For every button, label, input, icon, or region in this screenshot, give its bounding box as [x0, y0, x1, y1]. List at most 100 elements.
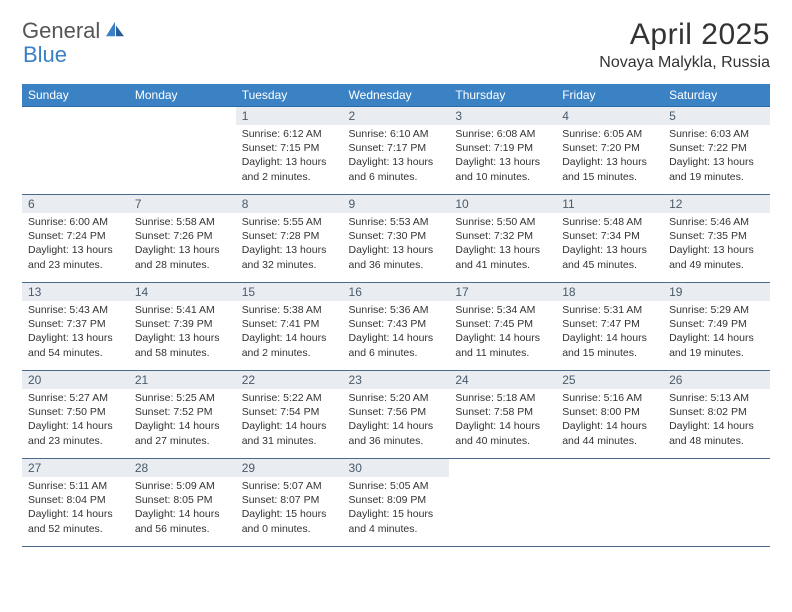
sunrise-text: Sunrise: 6:03 AM: [669, 127, 764, 141]
day-details: Sunrise: 5:13 AMSunset: 8:02 PMDaylight:…: [663, 389, 770, 452]
sunrise-text: Sunrise: 5:07 AM: [242, 479, 337, 493]
sunrise-text: Sunrise: 5:16 AM: [562, 391, 657, 405]
calendar-cell: 20Sunrise: 5:27 AMSunset: 7:50 PMDayligh…: [22, 371, 129, 459]
calendar-cell: 9Sunrise: 5:53 AMSunset: 7:30 PMDaylight…: [343, 195, 450, 283]
day-details: Sunrise: 5:48 AMSunset: 7:34 PMDaylight:…: [556, 213, 663, 276]
day-number: 19: [663, 283, 770, 301]
sunset-text: Sunset: 7:50 PM: [28, 405, 123, 419]
sunrise-text: Sunrise: 5:50 AM: [455, 215, 550, 229]
daylight-text: Daylight: 13 hours and 54 minutes.: [28, 331, 123, 359]
calendar-page: General April 2025 Novaya Malykla, Russi…: [0, 0, 792, 565]
sunrise-text: Sunrise: 5:09 AM: [135, 479, 230, 493]
sunrise-text: Sunrise: 5:05 AM: [349, 479, 444, 493]
sunrise-text: Sunrise: 5:31 AM: [562, 303, 657, 317]
sunset-text: Sunset: 8:02 PM: [669, 405, 764, 419]
day-number: 1: [236, 107, 343, 125]
day-details: Sunrise: 5:50 AMSunset: 7:32 PMDaylight:…: [449, 213, 556, 276]
day-details: Sunrise: 5:55 AMSunset: 7:28 PMDaylight:…: [236, 213, 343, 276]
sunrise-text: Sunrise: 5:46 AM: [669, 215, 764, 229]
day-number: 11: [556, 195, 663, 213]
calendar-cell: 14Sunrise: 5:41 AMSunset: 7:39 PMDayligh…: [129, 283, 236, 371]
sunrise-text: Sunrise: 5:25 AM: [135, 391, 230, 405]
calendar-cell: [663, 459, 770, 547]
daylight-text: Daylight: 13 hours and 2 minutes.: [242, 155, 337, 183]
calendar-cell: 30Sunrise: 5:05 AMSunset: 8:09 PMDayligh…: [343, 459, 450, 547]
calendar-cell: 16Sunrise: 5:36 AMSunset: 7:43 PMDayligh…: [343, 283, 450, 371]
weekday-header: Tuesday: [236, 84, 343, 107]
day-number: 16: [343, 283, 450, 301]
sunrise-text: Sunrise: 6:12 AM: [242, 127, 337, 141]
day-details: Sunrise: 5:43 AMSunset: 7:37 PMDaylight:…: [22, 301, 129, 364]
day-number: 22: [236, 371, 343, 389]
logo-blue-wrap: Blue: [22, 42, 67, 68]
day-number: 3: [449, 107, 556, 125]
calendar-week-row: 13Sunrise: 5:43 AMSunset: 7:37 PMDayligh…: [22, 283, 770, 371]
daylight-text: Daylight: 13 hours and 45 minutes.: [562, 243, 657, 271]
daylight-text: Daylight: 13 hours and 10 minutes.: [455, 155, 550, 183]
day-number: 25: [556, 371, 663, 389]
daylight-text: Daylight: 13 hours and 6 minutes.: [349, 155, 444, 183]
daylight-text: Daylight: 15 hours and 0 minutes.: [242, 507, 337, 535]
day-details: Sunrise: 5:07 AMSunset: 8:07 PMDaylight:…: [236, 477, 343, 540]
calendar-cell: 26Sunrise: 5:13 AMSunset: 8:02 PMDayligh…: [663, 371, 770, 459]
day-details: Sunrise: 5:29 AMSunset: 7:49 PMDaylight:…: [663, 301, 770, 364]
sunset-text: Sunset: 7:47 PM: [562, 317, 657, 331]
sunrise-text: Sunrise: 5:58 AM: [135, 215, 230, 229]
calendar-cell: 2Sunrise: 6:10 AMSunset: 7:17 PMDaylight…: [343, 107, 450, 195]
day-details: Sunrise: 5:22 AMSunset: 7:54 PMDaylight:…: [236, 389, 343, 452]
sunset-text: Sunset: 7:52 PM: [135, 405, 230, 419]
day-number: 10: [449, 195, 556, 213]
sunset-text: Sunset: 8:00 PM: [562, 405, 657, 419]
day-number: 23: [343, 371, 450, 389]
sunrise-text: Sunrise: 5:22 AM: [242, 391, 337, 405]
sunset-text: Sunset: 7:39 PM: [135, 317, 230, 331]
day-details: Sunrise: 5:16 AMSunset: 8:00 PMDaylight:…: [556, 389, 663, 452]
day-details: Sunrise: 6:08 AMSunset: 7:19 PMDaylight:…: [449, 125, 556, 188]
day-details: Sunrise: 5:31 AMSunset: 7:47 PMDaylight:…: [556, 301, 663, 364]
calendar-cell: 13Sunrise: 5:43 AMSunset: 7:37 PMDayligh…: [22, 283, 129, 371]
sunset-text: Sunset: 7:34 PM: [562, 229, 657, 243]
sunset-text: Sunset: 7:19 PM: [455, 141, 550, 155]
day-number: 24: [449, 371, 556, 389]
sunset-text: Sunset: 7:32 PM: [455, 229, 550, 243]
day-details: Sunrise: 5:11 AMSunset: 8:04 PMDaylight:…: [22, 477, 129, 540]
sunset-text: Sunset: 7:28 PM: [242, 229, 337, 243]
calendar-cell: 22Sunrise: 5:22 AMSunset: 7:54 PMDayligh…: [236, 371, 343, 459]
sunset-text: Sunset: 8:05 PM: [135, 493, 230, 507]
sunset-text: Sunset: 7:49 PM: [669, 317, 764, 331]
day-details: Sunrise: 5:27 AMSunset: 7:50 PMDaylight:…: [22, 389, 129, 452]
sunrise-text: Sunrise: 6:08 AM: [455, 127, 550, 141]
sunrise-text: Sunrise: 5:11 AM: [28, 479, 123, 493]
logo-text-blue: Blue: [23, 42, 67, 67]
daylight-text: Daylight: 14 hours and 52 minutes.: [28, 507, 123, 535]
sunset-text: Sunset: 7:30 PM: [349, 229, 444, 243]
logo-sail-icon: [104, 20, 126, 38]
weekday-header: Sunday: [22, 84, 129, 107]
day-number: 28: [129, 459, 236, 477]
calendar-week-row: 20Sunrise: 5:27 AMSunset: 7:50 PMDayligh…: [22, 371, 770, 459]
title-location: Novaya Malykla, Russia: [599, 54, 770, 72]
day-details: Sunrise: 5:38 AMSunset: 7:41 PMDaylight:…: [236, 301, 343, 364]
calendar-week-row: 1Sunrise: 6:12 AMSunset: 7:15 PMDaylight…: [22, 107, 770, 195]
daylight-text: Daylight: 14 hours and 36 minutes.: [349, 419, 444, 447]
calendar-cell: 17Sunrise: 5:34 AMSunset: 7:45 PMDayligh…: [449, 283, 556, 371]
day-details: Sunrise: 5:58 AMSunset: 7:26 PMDaylight:…: [129, 213, 236, 276]
sunrise-text: Sunrise: 5:13 AM: [669, 391, 764, 405]
title-month: April 2025: [599, 18, 770, 52]
day-details: Sunrise: 5:20 AMSunset: 7:56 PMDaylight:…: [343, 389, 450, 452]
day-number: 17: [449, 283, 556, 301]
calendar-cell: 4Sunrise: 6:05 AMSunset: 7:20 PMDaylight…: [556, 107, 663, 195]
daylight-text: Daylight: 14 hours and 23 minutes.: [28, 419, 123, 447]
daylight-text: Daylight: 13 hours and 28 minutes.: [135, 243, 230, 271]
calendar-cell: 23Sunrise: 5:20 AMSunset: 7:56 PMDayligh…: [343, 371, 450, 459]
daylight-text: Daylight: 13 hours and 15 minutes.: [562, 155, 657, 183]
calendar-cell: 18Sunrise: 5:31 AMSunset: 7:47 PMDayligh…: [556, 283, 663, 371]
sunrise-text: Sunrise: 5:27 AM: [28, 391, 123, 405]
title-block: April 2025 Novaya Malykla, Russia: [599, 18, 770, 72]
day-number: 21: [129, 371, 236, 389]
day-details: Sunrise: 6:00 AMSunset: 7:24 PMDaylight:…: [22, 213, 129, 276]
day-details: Sunrise: 5:46 AMSunset: 7:35 PMDaylight:…: [663, 213, 770, 276]
calendar-cell: 19Sunrise: 5:29 AMSunset: 7:49 PMDayligh…: [663, 283, 770, 371]
day-number: 7: [129, 195, 236, 213]
calendar-cell: 25Sunrise: 5:16 AMSunset: 8:00 PMDayligh…: [556, 371, 663, 459]
